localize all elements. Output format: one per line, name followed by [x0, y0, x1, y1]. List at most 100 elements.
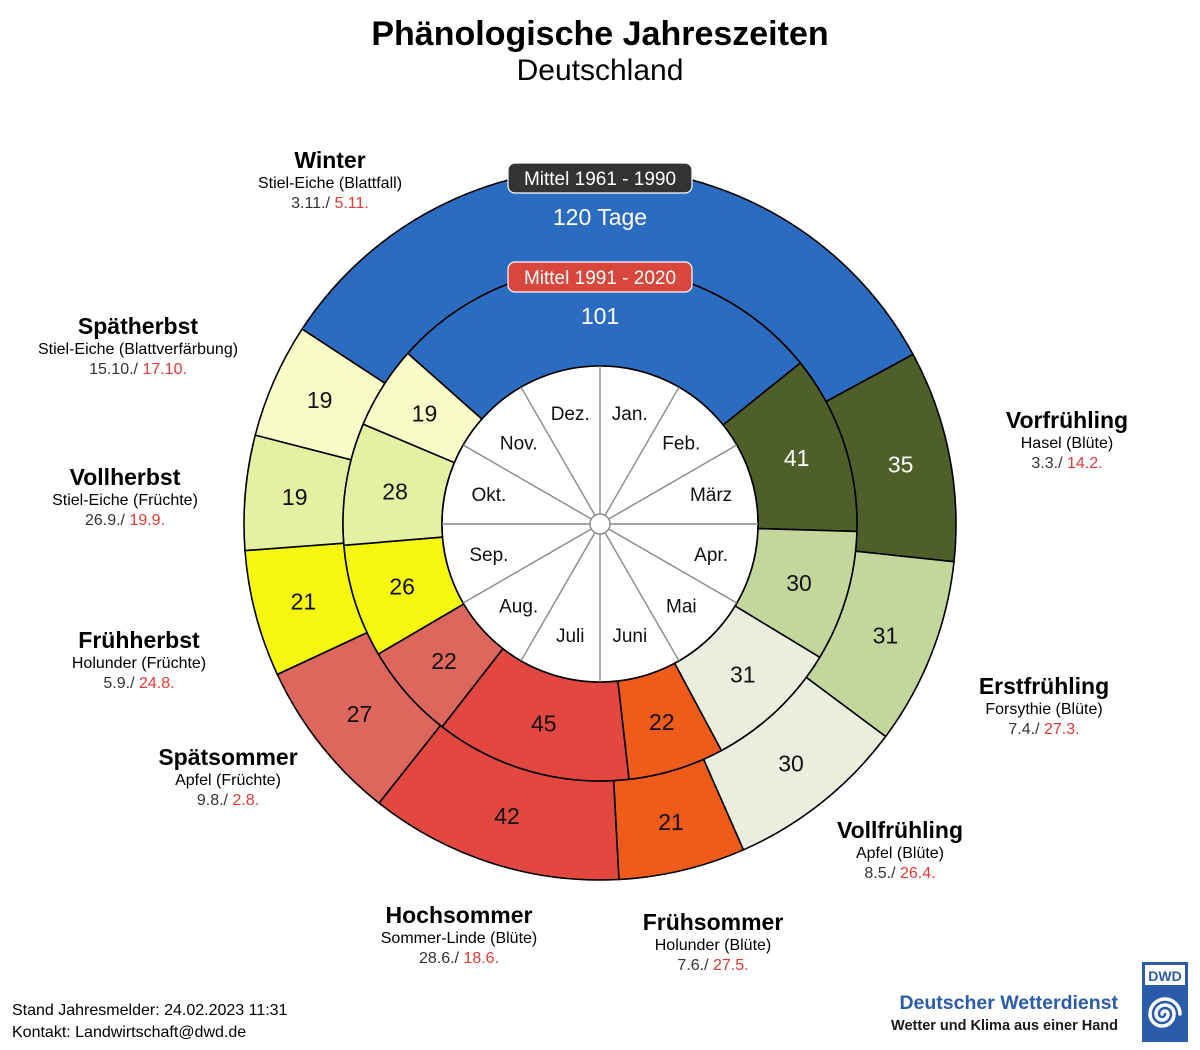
inner-value-winter: 101: [581, 303, 619, 329]
season-start-1991-2020: 2.8.: [232, 792, 259, 809]
month-label: März: [690, 485, 732, 506]
season-start-1991-2020: 5.11.: [334, 195, 368, 212]
season-start-1961-1990: 3.3./: [1031, 455, 1067, 472]
outer-value-spaetherbst: 19: [307, 387, 333, 413]
season-start-1991-2020: 17.10.: [142, 361, 186, 378]
month-label: Dez.: [551, 404, 590, 425]
month-divider: [608, 528, 738, 604]
period-1991-2020-badge-bg: [507, 261, 693, 293]
outer-value-fruehsommer: 21: [658, 809, 684, 835]
month-label: Aug.: [499, 596, 538, 617]
inner-value-hochsommer: 45: [531, 711, 557, 737]
season-labels: Winter Stiel-Eiche (Blattfall) 3.11./ 5.11…: [38, 147, 1128, 974]
footer-kontakt: Kontakt: Landwirtschaft@dwd.de: [12, 1024, 247, 1041]
season-name: Vollfrühling: [837, 817, 963, 843]
season-label-vollfruehling: Vollfrühling Apfel (Blüte) 8.5./ 26.4.: [837, 817, 963, 882]
month-label: Juni: [612, 626, 647, 647]
month-label: Sep.: [469, 545, 508, 566]
season-name: Hochsommer: [386, 902, 533, 928]
inner-value-spaetherbst: 19: [412, 400, 438, 426]
season-name: Spätsommer: [158, 744, 297, 770]
season-start-1961-1990: 7.6./: [677, 957, 713, 974]
season-indicator: Holunder (Früchte): [72, 655, 206, 672]
dwd-logo-slogan: Wetter und Klima aus einer Hand: [891, 1018, 1118, 1034]
inner-value-spaetsommer: 22: [431, 648, 457, 674]
month-divider: [462, 528, 592, 604]
season-label-vollherbst: Vollherbst Stiel-Eiche (Früchte) 26.9./ 19…: [52, 464, 198, 529]
season-start-1991-2020: 14.2.: [1067, 455, 1103, 472]
season-label-fruehherbst: Frühherbst Holunder (Früchte) 5.9./ 24.8.: [72, 627, 206, 692]
outer-value-winter: 120 Tage: [553, 204, 647, 230]
dwd-logo: Deutscher Wetterdienst Wetter und Klima …: [888, 962, 1188, 1042]
footer-stand: Stand Jahresmelder: 24.02.2023 11:31: [12, 1002, 288, 1019]
season-start-1961-1990: 15.10./: [89, 361, 142, 378]
outer-value-spaetsommer: 27: [347, 701, 373, 727]
season-start-1991-2020: 27.3.: [1044, 721, 1080, 738]
season-start-1961-1990: 9.8./: [197, 792, 233, 809]
season-start-1961-1990: 5.9./: [103, 675, 139, 692]
season-indicator: Apfel (Früchte): [175, 772, 281, 789]
season-dates: 9.8./ 2.8.: [197, 792, 259, 809]
outer-value-fruehherbst: 21: [291, 588, 317, 614]
season-indicator: Sommer-Linde (Blüte): [381, 930, 538, 947]
period-1991-2020-badge-label: Mittel 1991 - 2020: [524, 268, 676, 289]
season-dates: 5.9./ 24.8.: [103, 675, 174, 692]
season-start-1991-2020: 26.4.: [900, 865, 936, 882]
season-indicator: Holunder (Blüte): [655, 937, 772, 954]
season-indicator: Stiel-Eiche (Früchte): [52, 492, 198, 509]
season-indicator: Stiel-Eiche (Blattverfärbung): [38, 341, 238, 358]
dwd-logo-name: Deutscher Wetterdienst: [899, 992, 1118, 1014]
month-label: Mai: [666, 596, 697, 617]
month-label: Jan.: [612, 404, 648, 425]
season-start-1991-2020: 19.9.: [129, 512, 165, 529]
period-badges: Mittel 1961 - 1990 Mittel 1991 - 2020: [507, 162, 693, 293]
period-1961-1990-badge-bg: [507, 162, 693, 194]
month-divider: [604, 532, 680, 662]
inner-ring-1991-2020: 101 41 30 31 22 45 22 26 28 19: [342, 266, 858, 782]
season-indicator: Hasel (Blüte): [1021, 435, 1113, 452]
season-label-fruehsommer: Frühsommer Holunder (Blüte) 7.6./ 27.5.: [643, 909, 784, 974]
month-label: Nov.: [500, 434, 538, 455]
dwd-logo-abbr: DWD: [1148, 968, 1181, 984]
season-dates: 7.6./ 27.5.: [677, 957, 748, 974]
inner-value-vollherbst: 28: [382, 478, 408, 504]
outer-value-vollfruehling: 30: [778, 751, 804, 777]
inner-value-erstfruehling: 30: [786, 570, 812, 596]
season-start-1961-1990: 7.4./: [1008, 721, 1044, 738]
season-dates: 7.4./ 27.3.: [1008, 721, 1079, 738]
inner-value-vorfruehling: 41: [784, 445, 810, 471]
inner-value-fruehherbst: 26: [389, 574, 415, 600]
season-name: Vollherbst: [70, 464, 181, 490]
inner-value-fruehsommer: 22: [649, 709, 675, 735]
season-start-1961-1990: 26.9./: [85, 512, 129, 529]
season-name: Erstfrühling: [979, 673, 1109, 699]
season-name: Frühherbst: [78, 627, 200, 653]
season-dates: 8.5./ 26.4.: [864, 865, 935, 882]
season-dates: 15.10./ 17.10.: [89, 361, 187, 378]
month-label: Okt.: [471, 485, 506, 506]
chart-subtitle: Deutschland: [517, 54, 684, 87]
season-label-winter: Winter Stiel-Eiche (Blattfall) 3.11./ 5.11…: [258, 147, 402, 212]
outer-value-vorfruehling: 35: [888, 452, 914, 478]
season-label-spaetsommer: Spätsommer Apfel (Früchte) 9.8./ 2.8.: [158, 744, 297, 809]
chart-title: Phänologische Jahreszeiten: [371, 15, 828, 53]
season-label-spaetherbst: Spätherbst Stiel-Eiche (Blattverfärbung) 1…: [38, 313, 238, 378]
month-divider: [604, 386, 680, 516]
season-start-1991-2020: 18.6.: [463, 950, 499, 967]
season-start-1961-1990: 28.6./: [419, 950, 463, 967]
outer-value-hochsommer: 42: [494, 803, 520, 829]
season-start-1991-2020: 24.8.: [139, 675, 175, 692]
season-indicator: Apfel (Blüte): [856, 845, 944, 862]
season-start-1961-1990: 8.5./: [864, 865, 900, 882]
season-name: Frühsommer: [643, 909, 784, 935]
month-dial: Jan. Feb. März Apr. Mai Juni Juli Aug. Sep. Okt. N…: [441, 365, 759, 683]
season-label-vorfruehling: Vorfrühling Hasel (Blüte) 3.3./ 14.2.: [1006, 407, 1128, 472]
inner-value-vollfruehling: 31: [730, 662, 756, 688]
month-divider: [520, 532, 596, 662]
season-label-erstfruehling: Erstfrühling Forsythie (Blüte) 7.4./ 27.3.: [979, 673, 1109, 738]
month-dial-hub: [589, 513, 611, 535]
season-indicator: Forsythie (Blüte): [985, 701, 1102, 718]
season-start-1991-2020: 27.5.: [713, 957, 749, 974]
season-name: Winter: [294, 147, 365, 173]
